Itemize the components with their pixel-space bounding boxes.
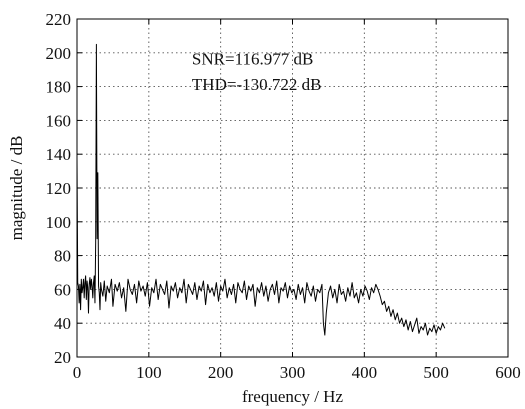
y-tick-label: 140 — [46, 145, 72, 164]
axis-ticks — [76, 18, 509, 358]
x-tick-label: 0 — [73, 363, 82, 382]
y-tick-labels: 20 40 60 80 100 120 140 160 180 200 220 — [46, 10, 72, 367]
x-tick-label: 600 — [495, 363, 521, 382]
y-tick-label: 40 — [54, 314, 71, 333]
y-tick-label: 100 — [46, 213, 72, 232]
x-tick-label: 500 — [423, 363, 449, 382]
y-tick-label: 220 — [46, 10, 72, 29]
x-axis-label: frequency / Hz — [242, 387, 343, 406]
x-tick-labels: 0 100 200 300 400 500 600 — [73, 363, 521, 382]
y-tick-label: 200 — [46, 44, 72, 63]
y-tick-label: 180 — [46, 78, 72, 97]
y-tick-label: 60 — [54, 280, 71, 299]
thd-annotation: THD=-130.722 dB — [192, 75, 322, 94]
y-tick-label: 80 — [54, 247, 71, 266]
x-tick-label: 300 — [280, 363, 306, 382]
spectrum-series-line — [76, 43, 446, 336]
y-tick-label: 20 — [54, 348, 71, 367]
y-tick-label: 160 — [46, 111, 72, 130]
snr-annotation: SNR=116.977 dB — [192, 50, 313, 69]
x-tick-label: 400 — [352, 363, 378, 382]
grid-lines — [77, 19, 508, 357]
x-tick-label: 200 — [208, 363, 234, 382]
y-axis-label: magnitude / dB — [7, 136, 26, 241]
x-tick-label: 100 — [136, 363, 162, 382]
y-tick-label: 120 — [46, 179, 72, 198]
